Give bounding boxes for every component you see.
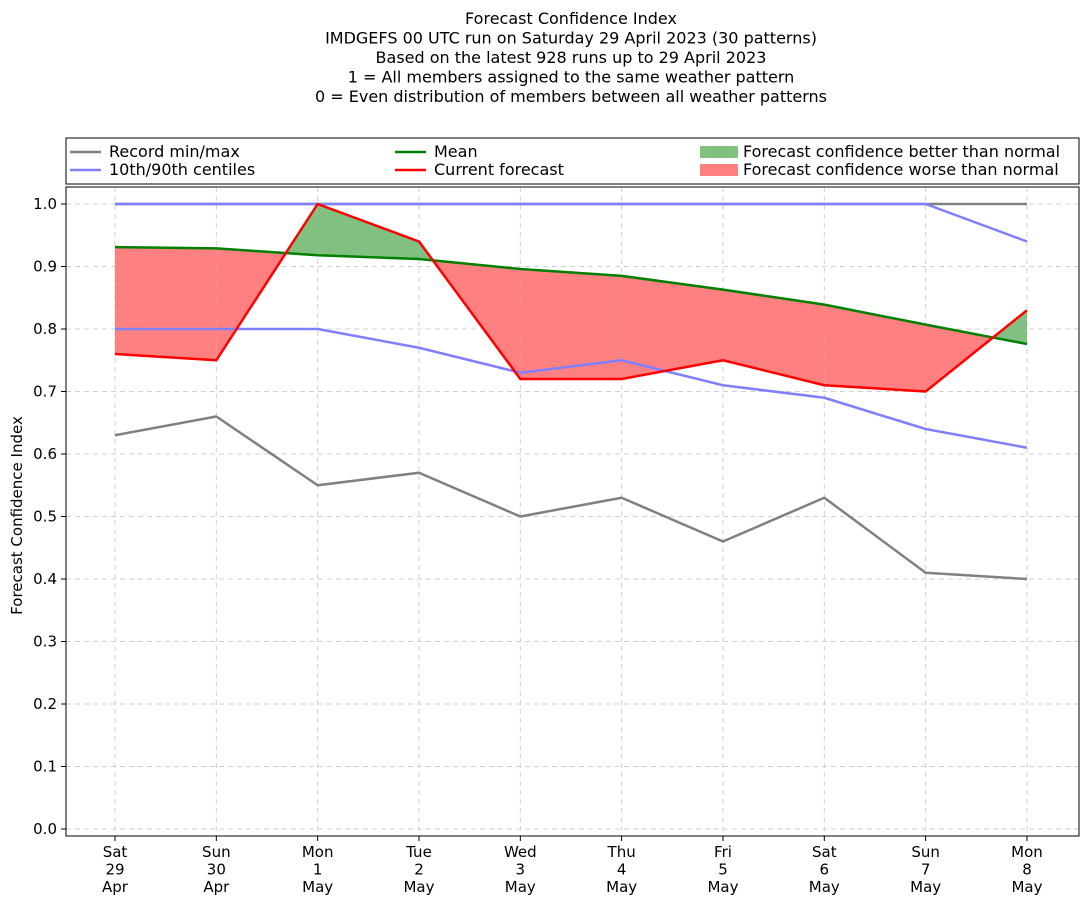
x-tick-label-1-1: 30 [207,861,226,879]
better-than-normal-fill-8-1 [992,310,1027,344]
title-line-2: IMDGEFS 00 UTC run on Saturday 29 April … [325,29,817,48]
y-tick-label-0.8: 0.8 [33,320,57,338]
x-tick-label-0-1: 29 [105,861,124,879]
legend-label-5: Forecast confidence worse than normal [743,160,1059,179]
x-tick-label-9-2: May [1011,878,1042,896]
title-line-3: Based on the latest 928 runs up to 29 Ap… [376,48,767,67]
y-tick-label-0.1: 0.1 [33,758,57,776]
title-line-4: 1 = All members assigned to the same wea… [348,68,795,87]
mean-line [114,245,1028,346]
legend-label-2: Mean [434,142,478,161]
x-tick-label-1-0: Sun [202,843,231,861]
x-tick-label-2-2: May [302,878,333,896]
legend-label-0: Record min/max [109,142,240,161]
x-tick-label-8-0: Sun [911,843,940,861]
y-tick-label-0.6: 0.6 [33,445,57,463]
worse-than-normal-fill-4-0 [520,269,622,379]
y-tick-label-0.5: 0.5 [33,508,57,526]
worse-than-normal-fill-8-0 [925,324,993,392]
plot-area-frame [65,186,1080,837]
x-tick-label-5-2: May [606,878,637,896]
legend-swatch-5 [700,164,738,176]
y-tick-label-1.0: 1.0 [33,195,57,213]
title-line-5: 0 = Even distribution of members between… [315,87,827,106]
x-tick-label-2-0: Mon [302,843,334,861]
series-lines [114,202,1028,581]
x-tick-label-6-0: Fri [714,843,732,861]
x-tick-label-6-2: May [707,878,738,896]
y-tick-label-0.2: 0.2 [33,695,57,713]
centile-10th-line [115,327,1028,449]
y-tick-label-0.4: 0.4 [33,570,57,588]
legend-label-3: Current forecast [434,160,564,179]
worse-than-normal-fill-5-0 [621,275,723,379]
x-tick-label-7-1: 6 [820,861,830,879]
y-tick-label-0.9: 0.9 [33,258,57,276]
y-tick-label-0.0: 0.0 [33,820,57,838]
current-forecast-line [114,202,1028,393]
legend-box [65,137,1080,185]
worse-than-normal-fill-0-0 [115,247,217,361]
record-min-line [114,415,1028,581]
x-tick-label-9-0: Mon [1011,843,1043,861]
x-tick-label-3-0: Tue [405,843,432,861]
x-tick-label-1-2: Apr [203,878,230,896]
x-tick-label-0-2: Apr [102,878,129,896]
x-tick-label-5-0: Thu [607,843,636,861]
x-tick-label-8-1: 7 [921,861,931,879]
better-than-normal-fill-2-0 [317,204,419,259]
centile-90th-line [115,202,1028,243]
x-tick-label-3-2: May [403,878,434,896]
x-tick-label-7-0: Sat [812,843,837,861]
y-axis-label: Forecast Confidence Index [8,416,26,615]
legend-label-4: Forecast confidence better than normal [743,142,1060,161]
x-tick-label-4-1: 3 [516,861,526,879]
y-tick-label-0.3: 0.3 [33,633,57,651]
worse-than-normal-fill-6-0 [722,289,825,386]
title-line-1: Forecast Confidence Index [465,9,677,28]
x-tick-label-4-2: May [505,878,536,896]
y-axis: 0.0 0.1 0.2 0.3 0.4 0.5 0.6 0.7 0.8 0.9 1.0 [33,195,66,838]
x-tick-label-2-1: 1 [313,861,323,879]
legend-label-1: 10th/90th centiles [109,160,255,179]
x-tick-label-0-0: Sat [103,843,128,861]
x-axis: Sat29AprSun30AprMon1MayTue2MayWed3MayThu… [102,836,1043,896]
x-tick-label-8-2: May [910,878,941,896]
x-tick-label-6-1: 5 [718,861,728,879]
x-tick-label-9-1: 8 [1022,861,1032,879]
x-tick-label-7-2: May [809,878,840,896]
x-tick-label-5-1: 4 [617,861,627,879]
x-tick-label-4-0: Wed [504,843,537,861]
worse-than-normal-fill-7-0 [824,304,926,392]
x-tick-label-3-1: 2 [414,861,424,879]
y-tick-label-0.7: 0.7 [33,383,57,401]
legend-swatch-4 [700,146,738,158]
confidence-fill-areas [115,204,1027,392]
